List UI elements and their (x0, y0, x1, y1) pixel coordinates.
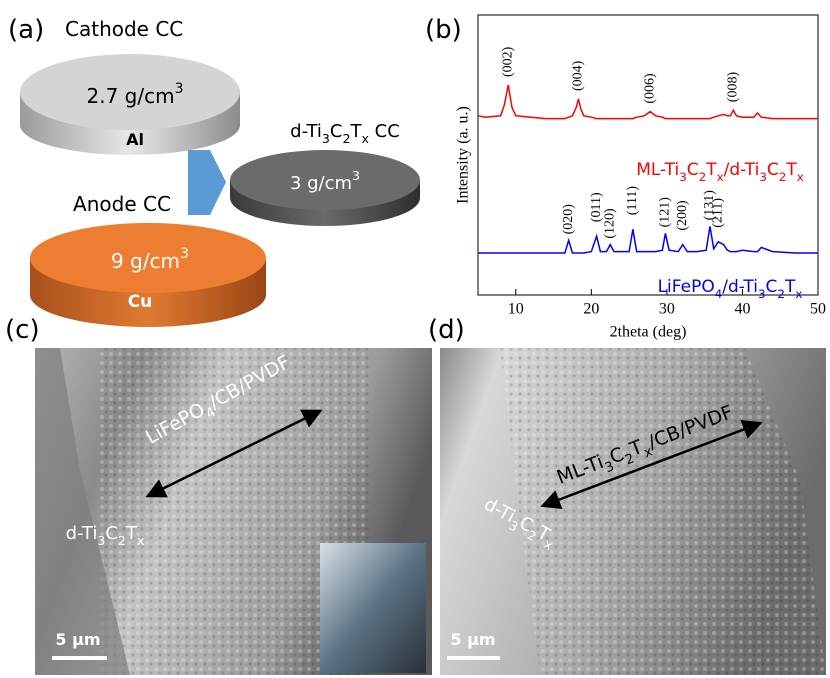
peak-label: (120) (602, 208, 617, 239)
x-tick-label: 40 (734, 301, 750, 318)
legend-entry: ML-Ti3C2Tx/d-Ti3C2Tx (636, 160, 804, 184)
panel-c: (c) LiFePO4/CB/PVDF d-Ti3C2Tx 5 μm (5, 315, 432, 676)
x-tick-label: 50 (810, 301, 826, 318)
peak-label: (111) (625, 186, 640, 216)
peak-label: (200) (675, 200, 690, 231)
x-tick-label: 10 (508, 301, 524, 318)
panel-label: (d) (428, 315, 465, 345)
cathode-metal: Al (126, 130, 144, 149)
mxene-title: d-Ti3C2Tx CC (290, 121, 400, 146)
anode-density: 9 g/cm3 (111, 246, 189, 273)
page: Figure html, body { margin: 0; padding: … (0, 0, 830, 678)
cathode-density: 2.7 g/cm3 (87, 81, 184, 108)
peak-label: (121) (658, 197, 673, 228)
scale-label: 5 μm (55, 630, 100, 649)
panel-label: (c) (5, 315, 40, 345)
panel-d: (d) ML-Ti3C2Tx/CB/PVDF d-Ti3C2Tx 5 μm (428, 315, 826, 676)
inset-photo (320, 543, 426, 673)
panel-b: (b) Intensity (a. u.) 2theta (deg) 10 20 3… (425, 15, 826, 341)
legend-entry: LiFePO4/d-Ti3C2Tx (658, 277, 803, 301)
scale-label: 5 μm (450, 630, 495, 649)
anode-metal: Cu (128, 292, 153, 312)
anode-title: Anode CC (73, 192, 171, 216)
peak-label: (020) (561, 204, 576, 235)
peak-label: (211) (710, 198, 725, 228)
cathode-title: Cathode CC (65, 17, 183, 41)
peak-label: (008) (726, 72, 741, 103)
x-tick-label: 20 (583, 301, 599, 318)
peak-label: (006) (642, 73, 657, 104)
series-line (478, 226, 818, 253)
x-tick-label: 30 (659, 301, 675, 318)
peak-label: (002) (500, 46, 515, 77)
panel-a: (a) Cathode CC 2.7 g/cm3 Al d-Ti3C2Tx CC… (8, 15, 420, 327)
body: { "panel_a": { "label": "(a)", "cathode_… (0, 0, 830, 678)
panel-label: (a) (8, 15, 44, 45)
y-axis-label: Intensity (a. u.) (455, 106, 472, 204)
arrow (188, 150, 226, 215)
peak-label: (004) (571, 60, 586, 91)
x-axis-label: 2theta (deg) (610, 324, 687, 341)
figure: (a) Cathode CC 2.7 g/cm3 Al d-Ti3C2Tx CC… (0, 0, 830, 678)
panel-label: (b) (425, 15, 462, 45)
